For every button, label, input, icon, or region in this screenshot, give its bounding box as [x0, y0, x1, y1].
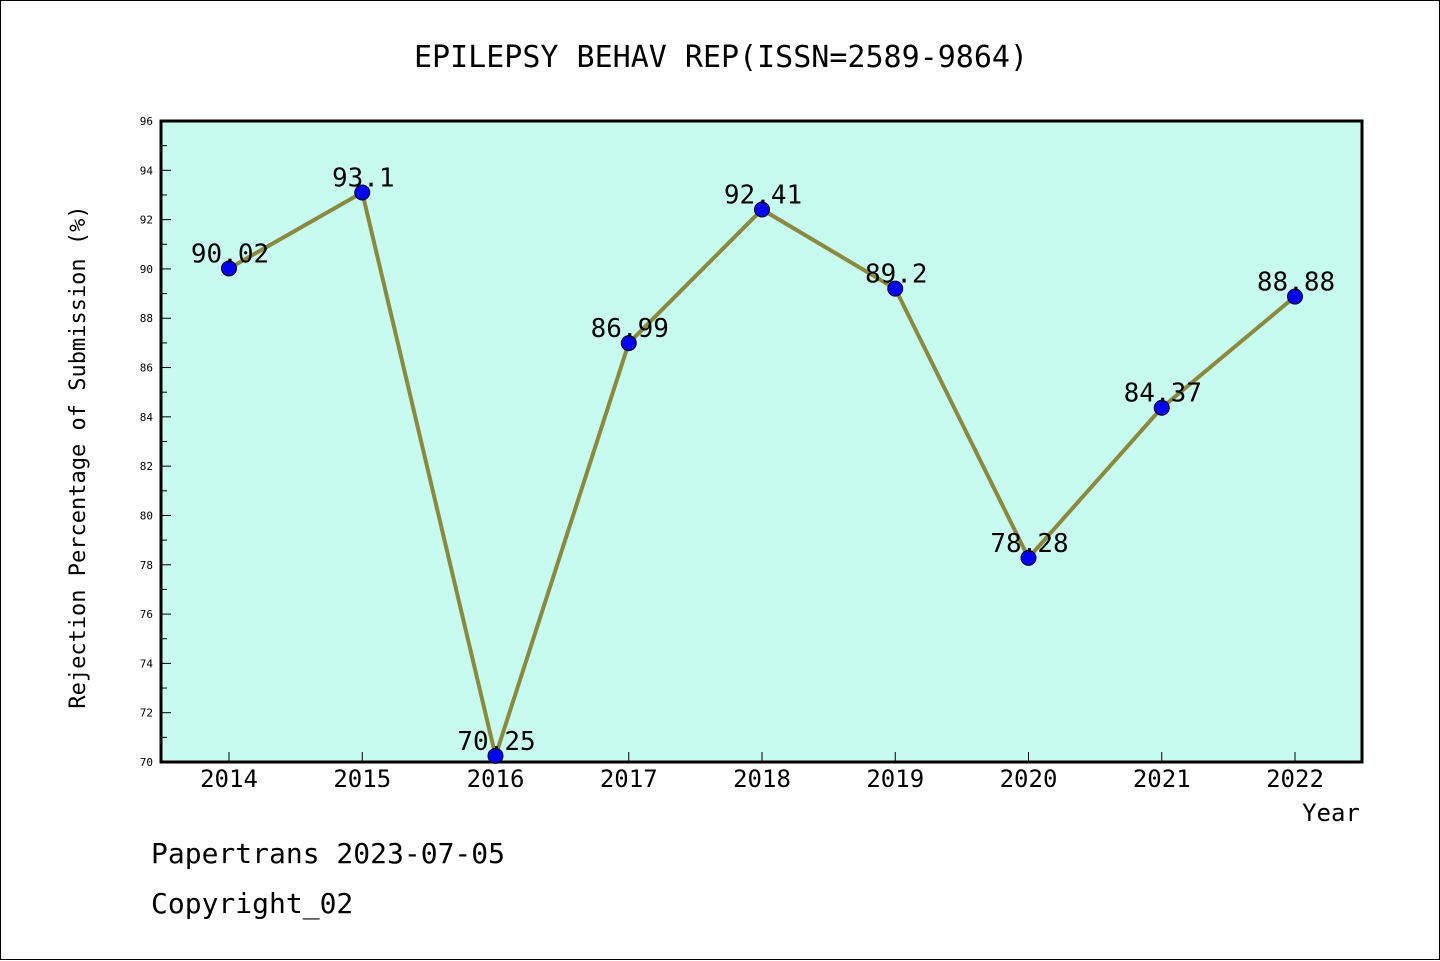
data-label: 89.2 [865, 260, 928, 290]
x-axis: 2014 2015 2016 2017 2018 2019 2020 2021 2022 [200, 752, 1324, 793]
data-label: 86.99 [591, 314, 669, 344]
y-tick-label: 70 [140, 756, 153, 769]
y-tick-label: 78 [140, 559, 153, 572]
data-point [887, 280, 904, 297]
data-label-group: 90.02 93.1 70.25 86.99 92.41 89.2 78.28 84.37 88… [191, 163, 1335, 756]
y-tick-label: 84 [140, 411, 154, 424]
data-label: 84.37 [1124, 379, 1202, 409]
x-tick-label: 2015 [333, 765, 391, 793]
y-tick-label: 80 [140, 509, 153, 522]
y-tick-label: 96 [140, 115, 153, 128]
footer-credit: Papertrans 2023-07-05 [151, 837, 506, 870]
data-point [620, 335, 637, 352]
data-label: 93.1 [332, 163, 395, 193]
marker-group [221, 184, 1303, 764]
data-label: 92.41 [724, 181, 802, 211]
data-point [354, 184, 371, 201]
data-label: 88.88 [1257, 268, 1335, 298]
y-tick-label: 76 [140, 608, 153, 621]
plot-area [159, 119, 1364, 764]
x-tick-label: 2019 [866, 765, 924, 793]
x-tick-label: 2022 [1266, 765, 1324, 793]
x-tick-label: 2020 [1000, 765, 1058, 793]
chart-title: EPILEPSY BEHAV REP(ISSN=2589-9864) [414, 40, 1028, 75]
data-point [1020, 549, 1037, 566]
data-point [487, 747, 504, 764]
y-tick-label: 94 [140, 164, 154, 177]
x-tick-label: 2021 [1133, 765, 1191, 793]
data-label: 78.28 [990, 529, 1068, 559]
data-label: 70.25 [457, 727, 535, 757]
x-tick-label: 2016 [467, 765, 525, 793]
y-tick-label: 86 [140, 362, 153, 375]
y-axis: 70 72 74 76 78 80 82 84 86 88 90 92 94 96 [140, 115, 171, 769]
data-point [221, 260, 237, 277]
y-tick-label: 88 [140, 312, 153, 325]
data-point [1153, 399, 1170, 416]
y-tick-label: 74 [140, 657, 154, 670]
x-tick-label: 2017 [600, 765, 658, 793]
y-tick-label: 72 [140, 707, 153, 720]
data-point [1287, 288, 1303, 305]
y-axis-label: Rejection Percentage of Submission (%) [66, 205, 91, 708]
y-tick-label: 92 [140, 214, 153, 227]
footer-copyright: Copyright_02 [151, 887, 354, 920]
y-tick-label: 82 [140, 460, 153, 473]
y-tick-label: 90 [140, 263, 153, 276]
data-point [754, 201, 770, 218]
data-label: 90.02 [191, 239, 269, 269]
x-tick-label: 2018 [733, 765, 791, 793]
x-axis-label: Year [1302, 799, 1360, 827]
x-tick-label: 2014 [200, 765, 258, 793]
